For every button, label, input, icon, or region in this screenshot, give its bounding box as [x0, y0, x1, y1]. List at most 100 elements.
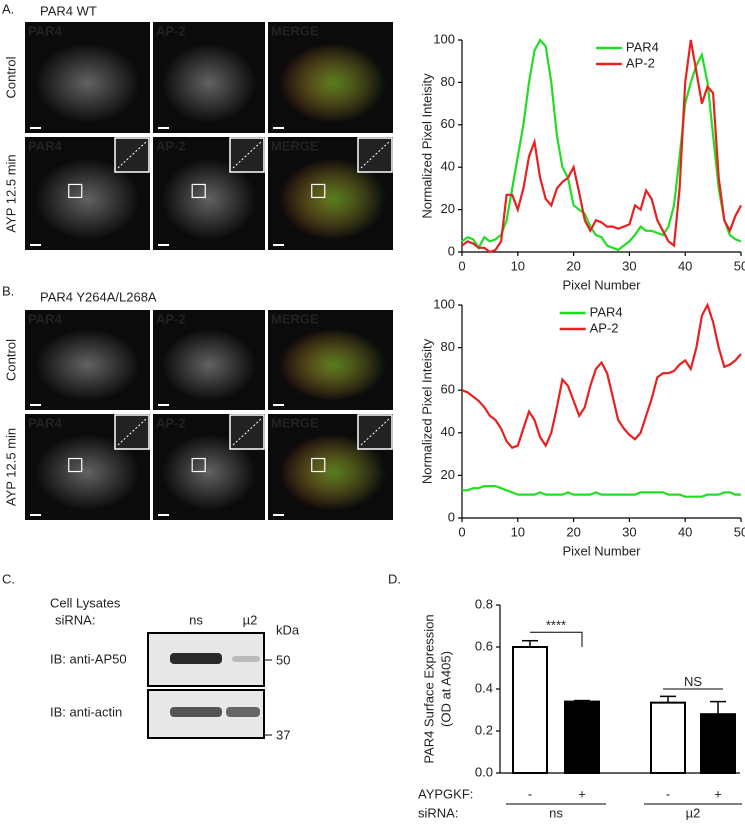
channel-label: PAR4 — [28, 23, 62, 38]
x-tick-label: 10 — [511, 524, 525, 539]
y-tick-label: 60 — [441, 116, 455, 131]
cell — [161, 434, 257, 511]
x-tick-label: 30 — [622, 258, 636, 273]
x-tick-label: 40 — [678, 258, 692, 273]
y-axis-label: (OD at A405) — [438, 651, 453, 727]
y-tick-label: 0.8 — [475, 596, 493, 611]
cell — [281, 43, 387, 124]
legend-label: AP-2 — [626, 55, 655, 70]
cell — [161, 158, 257, 240]
x-tick-label: 0 — [458, 258, 465, 273]
blot-label: IB: anti-AP50 — [50, 651, 127, 666]
y-tick-label: 100 — [433, 296, 455, 311]
category-label: - — [666, 786, 670, 801]
roi — [68, 183, 83, 199]
cell — [35, 329, 140, 401]
panel-label: A. — [2, 1, 14, 16]
bar — [650, 701, 686, 775]
roi — [191, 183, 206, 199]
inset — [114, 414, 150, 450]
channel-label: AP-2 — [156, 23, 186, 38]
band — [170, 707, 222, 717]
y-axis-label: Normalized Pixel Inteisity — [419, 338, 434, 484]
cell — [161, 329, 257, 401]
channel-label: PAR4 — [28, 138, 62, 153]
kda-label: kDa — [276, 622, 300, 637]
y-tick-label: 0 — [448, 509, 455, 524]
y-tick-label: 20 — [441, 201, 455, 216]
cell — [281, 329, 387, 401]
y-tick-label: 20 — [441, 467, 455, 482]
y-tick-label: 60 — [441, 382, 455, 397]
row-label: AYP 12.5 min — [3, 428, 18, 506]
row-label: AYP 12.5 min — [3, 154, 18, 232]
lane-label: ns — [189, 612, 203, 627]
bar — [512, 646, 548, 774]
series-line — [462, 485, 741, 498]
y-tick-label: 0.4 — [475, 680, 493, 695]
y-tick-label: 100 — [433, 31, 455, 46]
lane-label: µ2 — [243, 612, 258, 627]
group-label: µ2 — [686, 805, 701, 820]
channel-label: MERGE — [271, 23, 319, 38]
panel-label: C. — [2, 571, 15, 586]
x-tick-label: 0 — [458, 524, 465, 539]
inset — [229, 137, 265, 173]
panel-label: B. — [2, 283, 14, 298]
category-row-label: AYPGKF: — [418, 786, 473, 801]
cell — [35, 158, 140, 240]
inset — [357, 137, 393, 173]
row-label: Control — [3, 339, 18, 381]
channel-label: AP-2 — [156, 138, 186, 153]
x-axis-label: Pixel Number — [562, 543, 641, 558]
sirna-label: siRNA: — [55, 612, 95, 627]
group-row-label: siRNA: — [418, 805, 458, 820]
channel-label: MERGE — [271, 415, 319, 430]
bar — [700, 713, 736, 775]
x-tick-label: 50 — [734, 258, 745, 273]
x-tick-label: 30 — [622, 524, 636, 539]
inset — [229, 414, 265, 450]
cell — [281, 434, 387, 511]
band — [226, 707, 260, 717]
channel-label: MERGE — [271, 311, 319, 326]
roi — [191, 457, 206, 473]
channel-label: AP-2 — [156, 415, 186, 430]
channel-label: MERGE — [271, 138, 319, 153]
row-label: Control — [3, 56, 18, 98]
x-axis-label: Pixel Number — [562, 277, 641, 292]
series-line — [461, 39, 742, 254]
category-label: + — [578, 786, 586, 801]
roi — [311, 183, 326, 199]
y-tick-label: 0.0 — [475, 764, 493, 779]
y-tick-label: 40 — [441, 424, 455, 439]
category-label: + — [714, 786, 722, 801]
band — [232, 656, 260, 662]
marker-label: 50 — [276, 652, 290, 667]
blot-header: Cell Lysates — [50, 595, 121, 610]
annotation: NS — [684, 674, 702, 689]
cell — [281, 158, 387, 240]
legend-label: PAR4 — [626, 39, 659, 54]
cell — [161, 43, 257, 124]
cell — [35, 434, 140, 511]
y-axis-label: Normalized Pixel Inteisity — [419, 73, 434, 219]
roi — [311, 457, 326, 473]
blot-label: IB: anti-actin — [50, 704, 122, 719]
bar — [564, 700, 600, 774]
band — [170, 653, 222, 664]
cell — [35, 43, 140, 124]
marker-label: 37 — [276, 727, 290, 742]
y-tick-label: 80 — [441, 74, 455, 89]
inset — [114, 137, 150, 173]
group-label: ns — [549, 805, 563, 820]
y-tick-label: 80 — [441, 339, 455, 354]
sig-bracket — [530, 631, 583, 647]
channel-label: AP-2 — [156, 311, 186, 326]
panel-title: PAR4 Y264A/L268A — [40, 289, 157, 304]
legend-label: PAR4 — [590, 304, 623, 319]
y-tick-label: 40 — [441, 159, 455, 174]
x-tick-label: 40 — [678, 524, 692, 539]
panel-title: PAR4 WT — [40, 3, 97, 18]
